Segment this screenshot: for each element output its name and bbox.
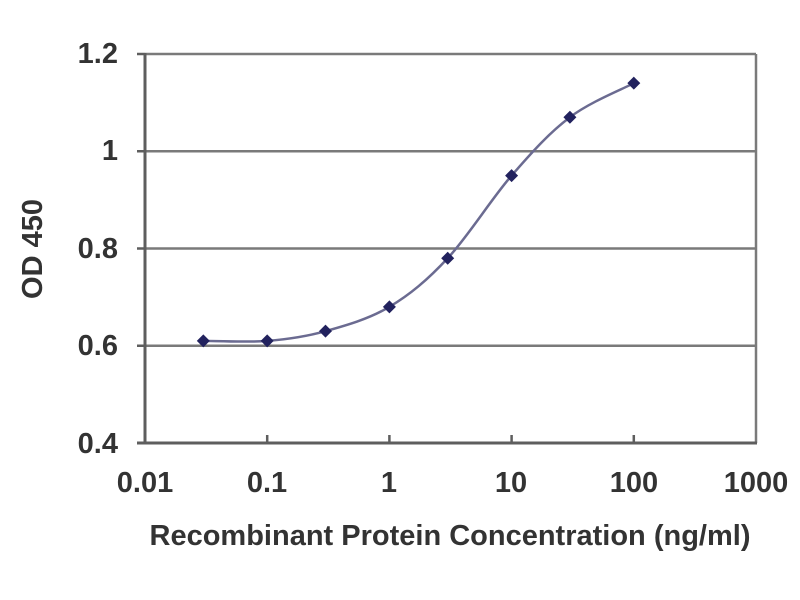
y-axis-title: OD 450 xyxy=(17,199,49,299)
y-tick-label-0.4: 0.4 xyxy=(77,428,118,460)
x-tick-label-10: 10 xyxy=(494,467,528,499)
x-axis-title: Recombinant Protein Concentration (ng/ml… xyxy=(149,520,751,552)
y-tick-label-0.8: 0.8 xyxy=(77,233,118,265)
y-gridlines xyxy=(145,150,756,347)
x-tick-label-100: 100 xyxy=(609,467,659,499)
y-tick-label-1: 1 xyxy=(101,135,118,167)
x-tick-label-0.1: 0.1 xyxy=(246,467,288,499)
series-line xyxy=(202,81,636,343)
axis-ticks xyxy=(137,52,636,445)
y-tick-label-0.6: 0.6 xyxy=(77,330,118,362)
x-tick-label-0.01: 0.01 xyxy=(116,467,174,499)
series-markers xyxy=(196,76,641,348)
y-tick-label-1.2: 1.2 xyxy=(77,38,118,70)
x-tick-label-1000: 1000 xyxy=(723,467,789,499)
x-tick-label-1: 1 xyxy=(380,467,398,499)
